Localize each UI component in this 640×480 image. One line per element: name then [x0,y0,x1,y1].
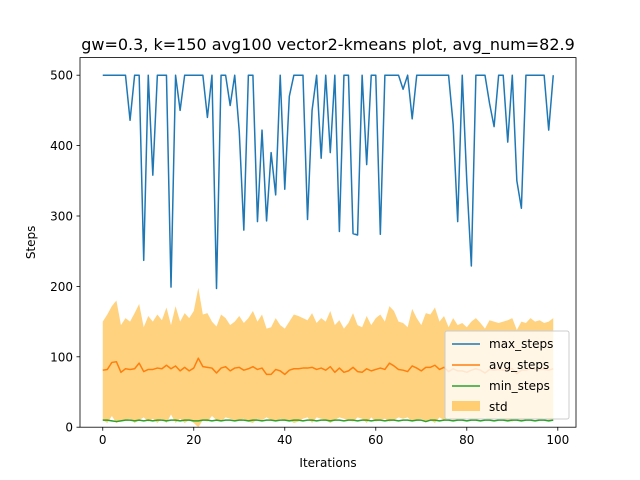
y-tick-label: 300 [50,210,73,224]
y-axis-ticks: 0 100 200 300 400 500 [50,69,80,435]
y-tick-label: 0 [65,421,73,435]
y-axis-label: Steps [24,226,38,260]
y-tick-label: 400 [50,139,73,153]
x-tick-label: 0 [99,433,107,447]
x-tick-label: 80 [459,433,474,447]
series-line-min-steps [102,419,554,423]
std-band-layer [102,287,554,428]
plot-frame [79,57,577,428]
legend-label-max-steps: max_steps [489,337,553,351]
x-tick-label: 100 [546,433,569,447]
y-tick-label: 200 [50,280,73,294]
series-line-max-steps [102,74,554,290]
x-tick-label: 20 [186,433,201,447]
legend-label-min-steps: min_steps [489,379,550,393]
y-tick-label: 500 [50,69,73,83]
x-tick-label: 40 [277,433,292,447]
legend-label-std: std [489,400,508,414]
legend-box [444,330,570,420]
legend-swatch-std [452,401,480,411]
x-axis-ticks: 0 20 40 60 80 100 [99,427,569,447]
legend: max_steps avg_steps min_steps std [444,330,570,420]
x-tick-label: 60 [368,433,383,447]
std-band [102,287,554,428]
y-tick-label: 100 [50,350,73,364]
chart-title: gw=0.3, k=150 avg100 vector2-kmeans plot… [81,35,575,55]
legend-label-avg-steps: avg_steps [489,358,549,372]
x-axis-label: Iterations [299,456,356,470]
